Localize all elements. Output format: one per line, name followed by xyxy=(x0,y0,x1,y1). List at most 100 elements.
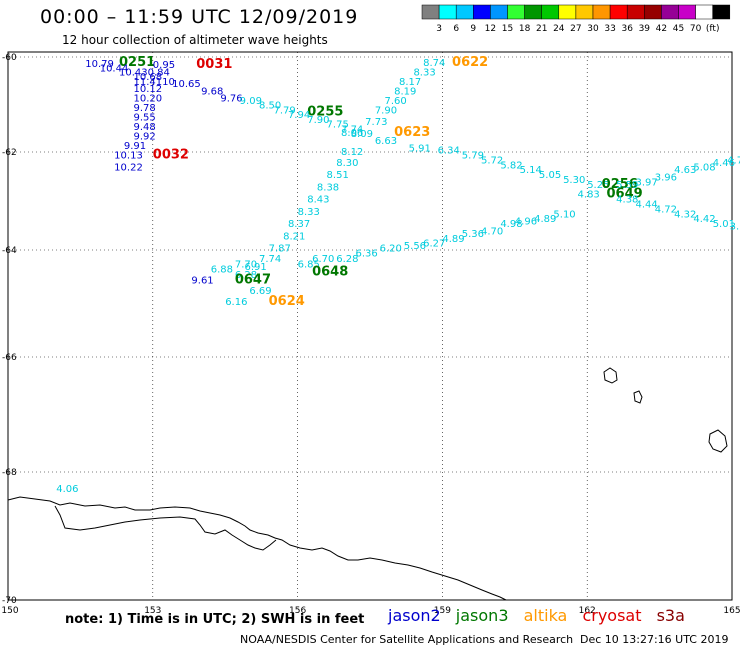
wave-height-value: 4.83 xyxy=(578,190,600,201)
lat-tick-label: -66 xyxy=(2,353,17,363)
colorbar-swatch xyxy=(610,5,627,19)
wave-height-value: 6.88 xyxy=(211,265,233,276)
colorbar-swatch xyxy=(508,5,525,19)
wave-height-value: 10.65 xyxy=(172,79,201,90)
colorbar-swatch xyxy=(576,5,593,19)
wave-height-value: 8.38 xyxy=(317,182,339,193)
wave-height-value: 10.13 xyxy=(114,150,143,161)
wave-height-value: 4.7 xyxy=(727,155,740,166)
wave-height-value: 5.05 xyxy=(539,170,561,181)
colorbar-label: 3 xyxy=(436,24,442,34)
lat-tick-label: -64 xyxy=(2,246,17,256)
colorbar-swatch xyxy=(696,5,713,19)
colorbar-label: 24 xyxy=(553,24,565,34)
pass-time-label: 0623 xyxy=(394,125,430,140)
legend-altika: altika xyxy=(524,606,568,625)
lon-tick-label: 150 xyxy=(1,606,18,616)
pass-time-label: 0032 xyxy=(153,147,189,162)
colorbar-label: 39 xyxy=(639,24,651,34)
wave-height-value: 8.30 xyxy=(336,158,358,169)
colorbar-swatches xyxy=(422,5,730,19)
wave-height-value: 6.16 xyxy=(225,297,247,308)
lat-tick-label: -60 xyxy=(2,53,17,63)
island-3 xyxy=(709,430,727,452)
colorbar-label: 36 xyxy=(621,24,633,34)
wave-height-value: 10.22 xyxy=(114,163,143,174)
colorbar-swatch xyxy=(439,5,456,19)
island-1 xyxy=(604,368,617,383)
wave-height-value: 5.10 xyxy=(553,209,575,220)
wave-height-value: 8.12 xyxy=(341,147,363,158)
altimeter-map: 150 153 156 159 162 165-60-62-64-66-68-70 10.… xyxy=(0,0,740,650)
colorbar-label: 18 xyxy=(519,24,531,34)
colorbar-swatch xyxy=(422,5,439,19)
colorbar-label: 33 xyxy=(604,24,615,34)
legend-cryosat: cryosat xyxy=(582,606,641,625)
wave-height-value: 6.36 xyxy=(356,249,378,260)
lat-tick-label: -70 xyxy=(2,596,17,606)
colorbar-label: 70 xyxy=(690,24,702,34)
colorbar-swatch xyxy=(679,5,696,19)
lon-tick-label: 165 xyxy=(723,606,740,616)
colorbar-label: 12 xyxy=(485,24,496,34)
pass-time-label: 0648 xyxy=(312,264,348,279)
wave-height-value: 5.91 xyxy=(409,143,431,154)
wave-height-value: 8.21 xyxy=(283,231,305,242)
credit-line: NOAA/NESDIS Center for Satellite Applica… xyxy=(240,633,573,646)
lat-tick-label: -62 xyxy=(2,148,17,158)
ice-shelf-inlet xyxy=(55,506,276,550)
colorbar-swatch xyxy=(713,5,730,19)
wave-height-value: 4.06 xyxy=(56,484,78,495)
pass-time-label: 0031 xyxy=(196,57,232,72)
wave-height-value: 5.30 xyxy=(563,175,585,186)
island-2 xyxy=(634,391,642,403)
legend-jason3: jason3 xyxy=(456,606,509,625)
colorbar-swatch xyxy=(593,5,610,19)
wave-height-value: 7.87 xyxy=(269,244,291,255)
colorbar-label: (ft) xyxy=(706,24,720,34)
colorbar-swatch xyxy=(490,5,507,19)
colorbar-swatch xyxy=(644,5,661,19)
wave-height-value: 7.70 xyxy=(235,259,257,270)
wave-height-value: 9.61 xyxy=(191,275,213,286)
colorbar-label: 9 xyxy=(470,24,476,34)
legend-jason2: jason2 xyxy=(388,606,441,625)
generation-timestamp: Dec 10 13:27:16 UTC 2019 xyxy=(580,633,728,646)
colorbar-swatch xyxy=(542,5,559,19)
colorbar-label: 27 xyxy=(570,24,581,34)
coastline xyxy=(8,368,727,600)
colorbar-label: 45 xyxy=(673,24,684,34)
lat-tick-label: -68 xyxy=(2,468,17,478)
colorbar-swatch xyxy=(456,5,473,19)
page-subtitle: 12 hour collection of altimeter wave hei… xyxy=(62,33,328,47)
wave-height-value: 8.33 xyxy=(298,207,320,218)
wave-height-value: 8.43 xyxy=(307,195,329,206)
colorbar-label: 30 xyxy=(587,24,599,34)
legend-s3a: s3a xyxy=(657,606,685,625)
wave-height-value: 6.34 xyxy=(438,146,460,157)
satellite-legend: jason2 jason3 altika cryosat s3a xyxy=(388,606,695,625)
wave-height-value: 7.90 xyxy=(375,105,397,116)
colorbar-swatch xyxy=(525,5,542,19)
footer-note: note: 1) Time is in UTC; 2) SWH is in fe… xyxy=(65,612,364,627)
wave-height-value: 8.51 xyxy=(327,170,349,181)
colorbar-swatch xyxy=(661,5,678,19)
colorbar-label: 42 xyxy=(656,24,667,34)
colorbar-swatch xyxy=(627,5,644,19)
page-title: 00:00 – 11:59 UTC 12/09/2019 xyxy=(40,6,358,28)
colorbar-label: 15 xyxy=(502,24,513,34)
colorbar-swatch xyxy=(473,5,490,19)
colorbar-label: 6 xyxy=(453,24,459,34)
wave-height-value: 6.20 xyxy=(380,244,402,255)
pass-time-label: 0622 xyxy=(452,55,488,70)
pass-time-label: 0624 xyxy=(269,294,305,309)
wave-height-value: 6.70 xyxy=(312,254,334,265)
wave-height-value: 8.06 xyxy=(341,128,363,139)
colorbar-swatch xyxy=(559,5,576,19)
wave-height-value: 7.73 xyxy=(365,117,387,128)
wave-height-value: 3. xyxy=(730,222,740,233)
colorbar-labels: 3 6 9 12 15 18 21 24 27 30 33 36 39 42 45 70 (ft) xyxy=(436,24,719,34)
colorbar-label: 21 xyxy=(536,24,547,34)
wave-height-value: 8.37 xyxy=(288,219,310,230)
